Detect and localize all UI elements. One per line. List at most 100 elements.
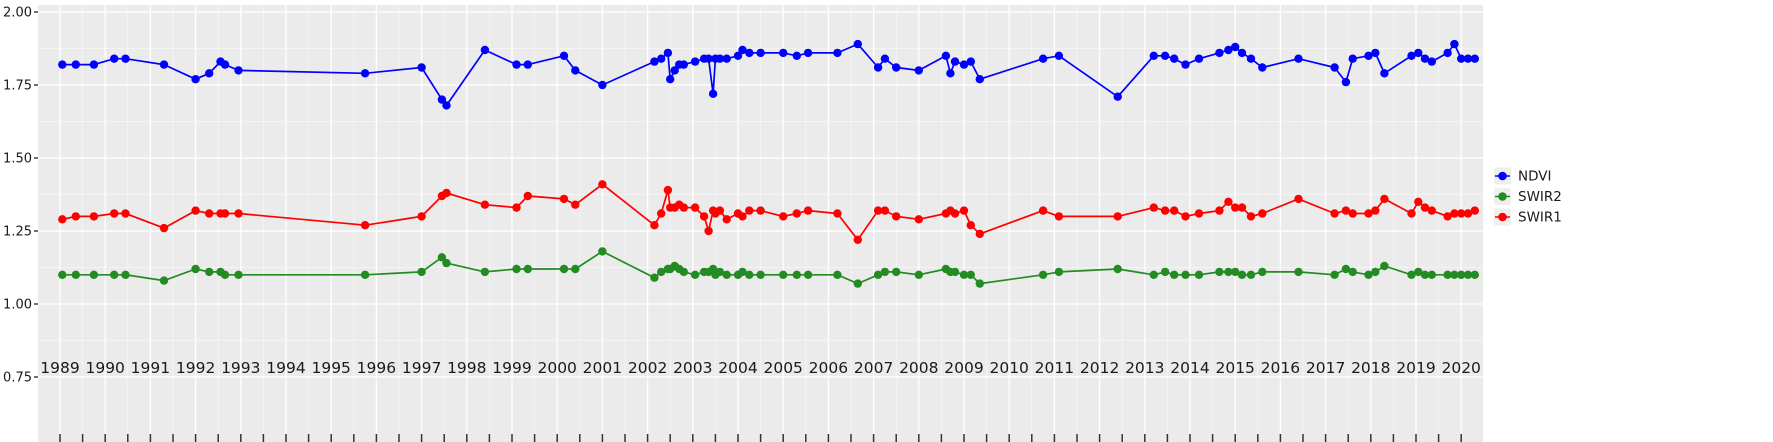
data-point-SWIR2	[598, 247, 607, 256]
data-point-SWIR2	[975, 279, 984, 288]
x-axis-label: 1998	[447, 359, 486, 377]
data-point-SWIR1	[1215, 206, 1224, 215]
data-point-SWIR1	[571, 200, 580, 209]
legend: NDVI SWIR2 SWIR1	[1494, 167, 1562, 226]
data-point-NDVI	[733, 51, 743, 60]
data-point-NDVI	[234, 66, 243, 75]
data-point-SWIR1	[480, 200, 490, 209]
data-point-SWIR1	[71, 212, 81, 221]
data-point-SWIR1	[1470, 206, 1480, 215]
data-point-SWIR1	[1341, 206, 1351, 215]
legend-label: SWIR2	[1518, 189, 1562, 205]
data-point-SWIR1	[657, 209, 666, 218]
data-point-NDVI	[1294, 54, 1303, 63]
data-point-SWIR1	[914, 215, 923, 224]
data-point-SWIR2	[657, 267, 666, 277]
data-point-SWIR1	[1414, 197, 1423, 206]
data-point-SWIR1	[892, 212, 901, 221]
data-point-NDVI	[1054, 51, 1064, 60]
data-point-SWIR1	[1038, 206, 1048, 215]
data-point-SWIR1	[360, 221, 370, 230]
data-point-SWIR1	[523, 191, 532, 201]
data-point-SWIR2	[1246, 270, 1256, 279]
series-SWIR1	[58, 180, 1480, 244]
data-point-NDVI	[89, 60, 99, 69]
data-point-NDVI	[1380, 69, 1389, 78]
data-point-SWIR1	[1364, 209, 1373, 218]
data-point-SWIR2	[1443, 270, 1452, 279]
data-point-SWIR1	[1407, 209, 1416, 218]
data-point-NDVI	[950, 57, 960, 66]
data-point-SWIR1	[975, 229, 984, 239]
data-point-SWIR1	[738, 212, 747, 221]
data-point-SWIR2	[220, 270, 230, 279]
data-point-NDVI	[704, 54, 713, 63]
data-point-SWIR1	[1443, 212, 1452, 221]
data-point-SWIR1	[1371, 206, 1380, 215]
data-point-SWIR1	[792, 209, 801, 218]
data-point-SWIR2	[360, 270, 370, 279]
x-axis-label: 2020	[1441, 359, 1480, 377]
data-point-NDVI	[1149, 51, 1159, 60]
data-point-SWIR1	[950, 209, 960, 218]
data-point-SWIR1	[1237, 203, 1247, 212]
data-point-SWIR1	[873, 206, 883, 215]
x-axis-label: 2001	[583, 359, 622, 377]
data-point-SWIR1	[559, 194, 569, 204]
data-point-SWIR1	[715, 206, 725, 215]
data-point-SWIR1	[704, 226, 713, 236]
data-point-NDVI	[360, 69, 370, 78]
data-point-SWIR2	[1364, 270, 1373, 279]
data-point-SWIR2	[1160, 267, 1170, 277]
data-point-SWIR2	[191, 264, 200, 274]
legend-key-point	[1498, 192, 1507, 201]
data-point-NDVI	[708, 89, 718, 99]
data-point-SWIR2	[1450, 270, 1459, 279]
data-point-SWIR1	[1463, 209, 1473, 218]
data-point-SWIR1	[191, 206, 200, 215]
data-point-SWIR1	[1181, 212, 1190, 221]
data-point-NDVI	[745, 48, 754, 58]
data-point-SWIR1	[1294, 194, 1303, 204]
x-axis-label: 1991	[131, 359, 170, 377]
data-point-NDVI	[792, 51, 801, 60]
data-point-NDVI	[779, 48, 788, 58]
x-axis-label: 1989	[40, 359, 79, 377]
data-point-SWIR2	[121, 270, 130, 279]
data-point-SWIR2	[234, 270, 243, 279]
data-point-SWIR2	[950, 267, 960, 277]
x-axis-label: 2009	[944, 359, 983, 377]
data-point-NDVI	[1224, 45, 1233, 55]
data-point-NDVI	[220, 60, 230, 69]
y-axis-label: 1.25	[3, 225, 32, 240]
data-point-SWIR1	[1149, 203, 1159, 212]
data-point-SWIR2	[1294, 267, 1303, 277]
data-point-NDVI	[1237, 48, 1247, 58]
data-point-NDVI	[1463, 54, 1473, 63]
data-point-SWIR2	[1215, 267, 1224, 277]
data-point-NDVI	[1246, 54, 1256, 63]
data-point-NDVI	[1470, 54, 1480, 63]
data-point-NDVI	[1450, 39, 1459, 49]
x-axis-label: 2018	[1351, 359, 1390, 377]
data-point-NDVI	[657, 54, 666, 63]
data-point-SWIR2	[745, 270, 754, 279]
data-point-SWIR2	[1231, 267, 1240, 277]
data-point-SWIR2	[1054, 267, 1064, 277]
data-point-NDVI	[1457, 54, 1466, 63]
data-point-NDVI	[1160, 51, 1170, 60]
x-axis-label: 2015	[1215, 359, 1254, 377]
gridlines	[38, 5, 1483, 442]
x-axis-label: 1996	[357, 359, 396, 377]
data-point-SWIR1	[779, 212, 788, 221]
data-point-SWIR1	[1113, 212, 1122, 221]
data-point-SWIR2	[679, 267, 688, 277]
data-point-SWIR2	[480, 267, 490, 277]
data-point-NDVI	[1113, 92, 1122, 101]
data-point-SWIR2	[853, 279, 862, 288]
data-point-NDVI	[1231, 42, 1240, 52]
data-point-NDVI	[1341, 77, 1351, 87]
data-point-SWIR2	[1427, 270, 1437, 279]
data-point-SWIR1	[966, 221, 975, 230]
